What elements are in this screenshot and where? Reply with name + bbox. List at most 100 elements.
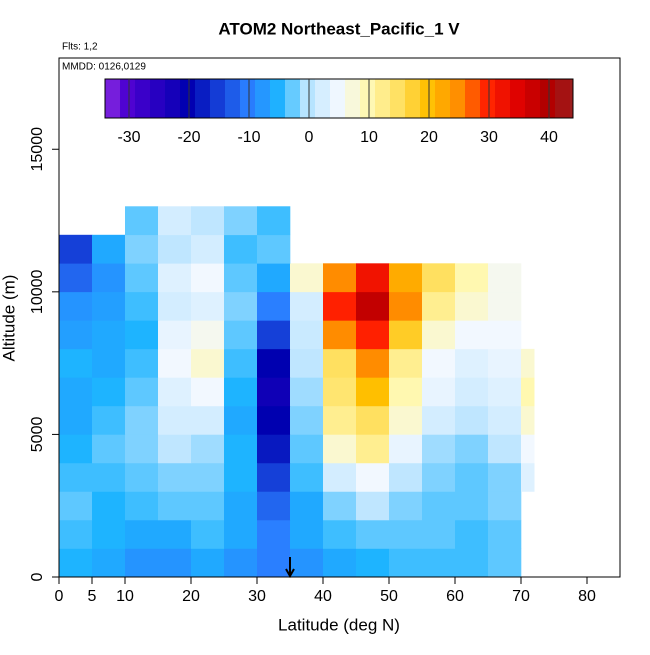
cell [389, 348, 423, 378]
cell [488, 377, 522, 407]
cell [290, 519, 324, 549]
cell [521, 348, 535, 378]
cell [356, 434, 390, 464]
cell [323, 377, 357, 407]
cell [158, 234, 192, 264]
cell [158, 491, 192, 521]
colorbar-segment [135, 79, 151, 118]
cell [92, 234, 126, 264]
cell [191, 320, 225, 350]
cell [125, 519, 159, 549]
cell [422, 491, 456, 521]
plot-frame [58, 57, 621, 578]
cell [59, 320, 93, 350]
cell [290, 377, 324, 407]
cell [224, 548, 258, 578]
cell [158, 291, 192, 321]
cell [59, 405, 93, 435]
cell [92, 462, 126, 492]
cell [488, 462, 522, 492]
cell [59, 348, 93, 378]
cell [158, 434, 192, 464]
cell [455, 548, 489, 578]
colorbar-segment [375, 79, 391, 118]
x-tick-label: 30 [248, 588, 266, 605]
cell [125, 320, 159, 350]
cell [422, 405, 456, 435]
cell [191, 348, 225, 378]
cell [191, 206, 225, 236]
cell [158, 405, 192, 435]
cell [455, 434, 489, 464]
cell [92, 348, 126, 378]
colorbar-tick-label: 10 [360, 129, 378, 146]
cell [323, 320, 357, 350]
cell [389, 491, 423, 521]
cell [389, 519, 423, 549]
cell [224, 377, 258, 407]
cell [92, 377, 126, 407]
colorbar-segment [270, 79, 286, 118]
cell [191, 291, 225, 321]
cell [224, 206, 258, 236]
cell [224, 234, 258, 264]
cell [455, 519, 489, 549]
cell [224, 405, 258, 435]
cell [521, 434, 535, 464]
cell [323, 291, 357, 321]
cell [257, 291, 291, 321]
cell [158, 548, 192, 578]
cell [356, 462, 390, 492]
cell [92, 491, 126, 521]
colorbar-tick-label: 40 [540, 129, 558, 146]
cell [125, 405, 159, 435]
cell [92, 291, 126, 321]
cell [125, 291, 159, 321]
cell [59, 434, 93, 464]
cell [521, 377, 535, 407]
colorbar-tick-label: 30 [480, 129, 498, 146]
cell [488, 405, 522, 435]
cell [191, 234, 225, 264]
cell [422, 320, 456, 350]
cell [158, 263, 192, 293]
cell [455, 348, 489, 378]
colorbar-tick-label: -20 [177, 129, 200, 146]
cell [290, 291, 324, 321]
cell [356, 377, 390, 407]
cell [389, 377, 423, 407]
cell [59, 462, 93, 492]
cell [422, 519, 456, 549]
cell [422, 263, 456, 293]
cell [488, 263, 522, 293]
cell [92, 263, 126, 293]
cell [323, 348, 357, 378]
colorbar-segment [450, 79, 466, 118]
cell [224, 462, 258, 492]
x-tick-label: 50 [380, 588, 398, 605]
cell [125, 234, 159, 264]
cell [323, 263, 357, 293]
cell [521, 462, 535, 492]
cell [323, 548, 357, 578]
cell [191, 491, 225, 521]
cell [422, 548, 456, 578]
colorbar-segment [510, 79, 526, 118]
cell [224, 320, 258, 350]
cell [488, 434, 522, 464]
cell [323, 519, 357, 549]
colorbar-segment [555, 79, 571, 118]
cell [455, 462, 489, 492]
cell [422, 462, 456, 492]
cell [455, 405, 489, 435]
colorbar-segment [435, 79, 451, 118]
cell [125, 206, 159, 236]
cell [488, 548, 522, 578]
y-tick-label: 0 [29, 572, 46, 581]
cell [224, 291, 258, 321]
colorbar-frame [104, 78, 574, 119]
cell [356, 348, 390, 378]
x-tick-label: 80 [578, 588, 596, 605]
cell [389, 291, 423, 321]
cell [290, 348, 324, 378]
